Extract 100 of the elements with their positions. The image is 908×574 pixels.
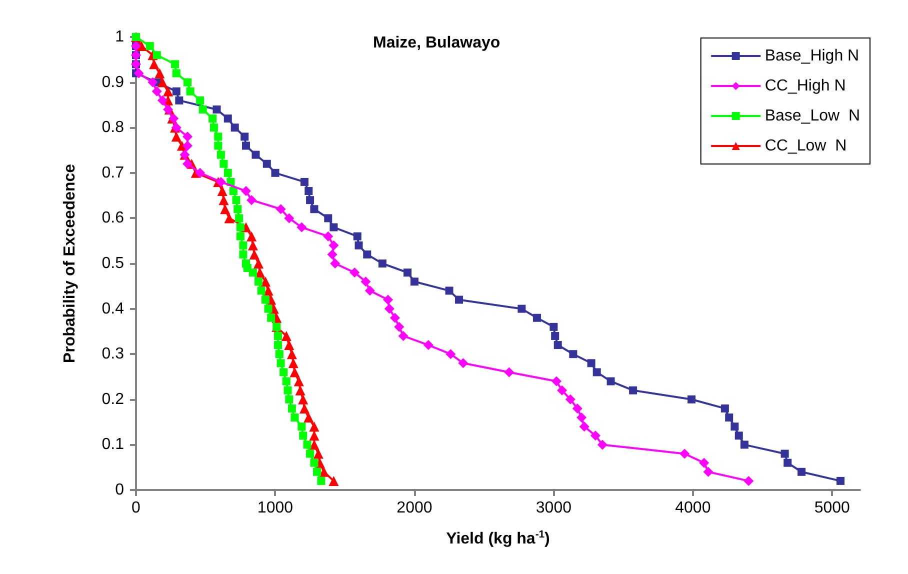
point	[590, 430, 600, 441]
point	[294, 376, 304, 386]
point	[195, 168, 206, 178]
point	[282, 377, 290, 386]
point	[254, 258, 264, 268]
y-tick-label: 0.4	[102, 300, 124, 318]
point	[330, 258, 340, 268]
point	[798, 468, 806, 476]
point	[264, 304, 272, 313]
legend-label: CC_High N	[764, 78, 846, 94]
point	[217, 186, 228, 196]
point	[248, 268, 257, 277]
point	[404, 268, 412, 277]
point	[290, 414, 299, 422]
point	[572, 403, 582, 414]
point	[318, 466, 329, 477]
point	[720, 404, 729, 412]
point	[592, 368, 601, 376]
point	[236, 232, 244, 240]
point	[309, 422, 320, 432]
point	[239, 241, 248, 250]
point	[300, 178, 308, 186]
legend-label: Base_High N	[764, 48, 860, 64]
point	[304, 187, 313, 196]
point	[784, 458, 792, 467]
point	[390, 312, 400, 323]
y-axis-title: Probability of Exceedence	[62, 164, 78, 364]
point	[220, 160, 228, 168]
point	[246, 231, 257, 242]
point	[210, 124, 218, 132]
point	[734, 432, 743, 440]
point	[518, 304, 526, 313]
y-tick-label: 0.7	[102, 164, 124, 182]
point	[398, 330, 408, 341]
point	[299, 432, 308, 440]
y-tick-label: 0.8	[102, 119, 124, 136]
point	[551, 376, 562, 386]
point	[304, 412, 314, 423]
point	[220, 204, 230, 214]
point	[394, 322, 404, 332]
point	[378, 260, 386, 268]
x-tick-label: 1000	[257, 500, 294, 516]
point	[230, 124, 239, 132]
point	[216, 176, 226, 187]
point	[157, 77, 168, 88]
point	[152, 86, 162, 96]
point	[240, 186, 251, 196]
x-tick-label: 3000	[536, 500, 572, 516]
point	[208, 114, 217, 123]
point	[780, 450, 789, 458]
point	[680, 448, 690, 459]
y-tick-label: 0.3	[102, 346, 124, 363]
point	[271, 168, 280, 177]
point	[550, 322, 558, 331]
legend-label: Base_Low N	[764, 108, 860, 124]
point	[354, 241, 363, 250]
x-tick-label: 5000	[814, 500, 850, 516]
point	[257, 286, 266, 295]
point	[152, 51, 161, 60]
point	[554, 341, 562, 350]
point	[232, 196, 240, 204]
point	[182, 140, 193, 151]
point	[262, 160, 271, 168]
point	[240, 132, 249, 141]
point	[286, 349, 297, 360]
point	[310, 458, 318, 467]
point	[249, 249, 260, 260]
point	[246, 195, 257, 206]
point	[364, 286, 375, 296]
point	[330, 223, 338, 232]
point	[310, 205, 318, 214]
point	[740, 440, 748, 449]
point	[360, 276, 371, 287]
y-tick-label: 0	[115, 482, 124, 498]
point	[323, 231, 334, 242]
point	[423, 340, 434, 350]
point	[216, 150, 225, 159]
point	[196, 96, 204, 104]
point	[218, 195, 229, 206]
point	[198, 105, 207, 114]
point	[383, 294, 394, 305]
point	[629, 386, 638, 394]
point	[298, 394, 308, 404]
point	[458, 358, 468, 368]
point	[350, 268, 360, 278]
point	[148, 77, 158, 88]
y-tick-label: 0.2	[102, 390, 124, 408]
point	[276, 204, 286, 214]
point	[303, 440, 312, 449]
point	[224, 114, 232, 123]
point	[236, 223, 244, 232]
point	[284, 340, 294, 350]
point	[725, 414, 734, 422]
point	[532, 314, 541, 322]
point	[551, 332, 560, 340]
point	[234, 205, 242, 214]
point	[284, 386, 292, 394]
point	[384, 304, 394, 314]
point	[328, 476, 339, 486]
point	[606, 377, 615, 386]
